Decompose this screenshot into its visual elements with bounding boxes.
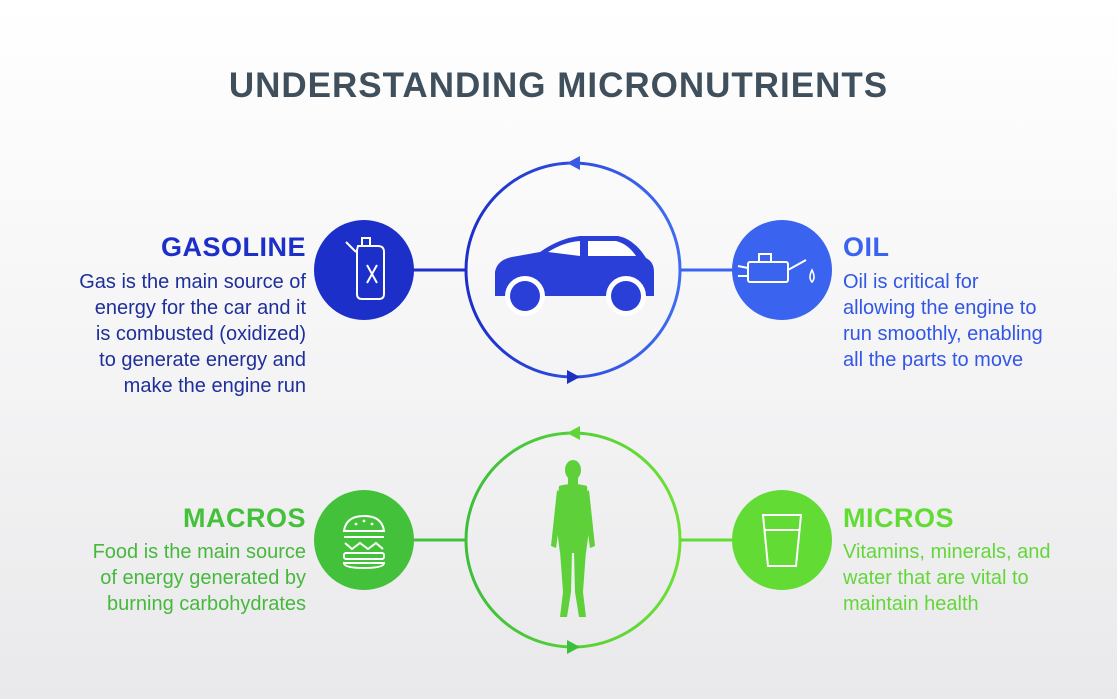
car-cycle (314, 156, 832, 384)
gasoline-line-5: make the engine run (123, 375, 306, 397)
macros-line-2: of energy generated by (100, 567, 306, 589)
macros-line-1: Food is the main source (92, 541, 306, 563)
micros-line-2: water that are vital to (843, 567, 1029, 589)
oil-description: Oil is critical for allowing the engine … (843, 269, 1103, 373)
gasoline-line-2: energy for the car and it (94, 297, 306, 319)
oil-line-4: all the parts to move (843, 349, 1024, 371)
oil-line-2: allowing the engine to (843, 297, 1037, 319)
burger-icon (314, 490, 414, 590)
body-cycle-arrow-bottom (567, 640, 580, 654)
macros-heading: MACROS (183, 503, 306, 533)
oil-line-1: Oil is critical for (843, 271, 979, 293)
macros-description: Food is the main source of energy genera… (6, 539, 306, 617)
oil-heading: OIL (843, 232, 890, 262)
page-title: UNDERSTANDING MICRONUTRIENTS (228, 66, 889, 105)
micros-line-1: Vitamins, minerals, and (843, 541, 1051, 563)
gasoline-line-3: is combusted (oxidized) (95, 323, 306, 345)
oil-line-3: run smoothly, enabling (843, 323, 1043, 345)
human-figure-icon (551, 460, 595, 617)
water-glass-icon (732, 490, 832, 590)
body-cycle-arrow-top (567, 426, 580, 440)
gasoline-line-1: Gas is the main source of (79, 271, 306, 293)
gasoline-line-4: to generate energy and (99, 349, 306, 371)
fuel-can-icon (314, 220, 414, 320)
body-cycle (314, 426, 832, 654)
micros-heading: MICROS (843, 503, 954, 533)
car-cycle-arrow-bottom (567, 370, 580, 384)
oil-can-icon (732, 220, 832, 320)
micros-description: Vitamins, minerals, and water that are v… (843, 539, 1103, 617)
gasoline-heading: GASOLINE (160, 232, 306, 262)
gasoline-description: Gas is the main source of energy for the… (6, 269, 306, 399)
car-icon (495, 236, 654, 316)
macros-line-3: burning carbohydrates (106, 593, 306, 615)
micros-line-3: maintain health (843, 593, 979, 615)
car-cycle-arrow-top (567, 156, 580, 170)
